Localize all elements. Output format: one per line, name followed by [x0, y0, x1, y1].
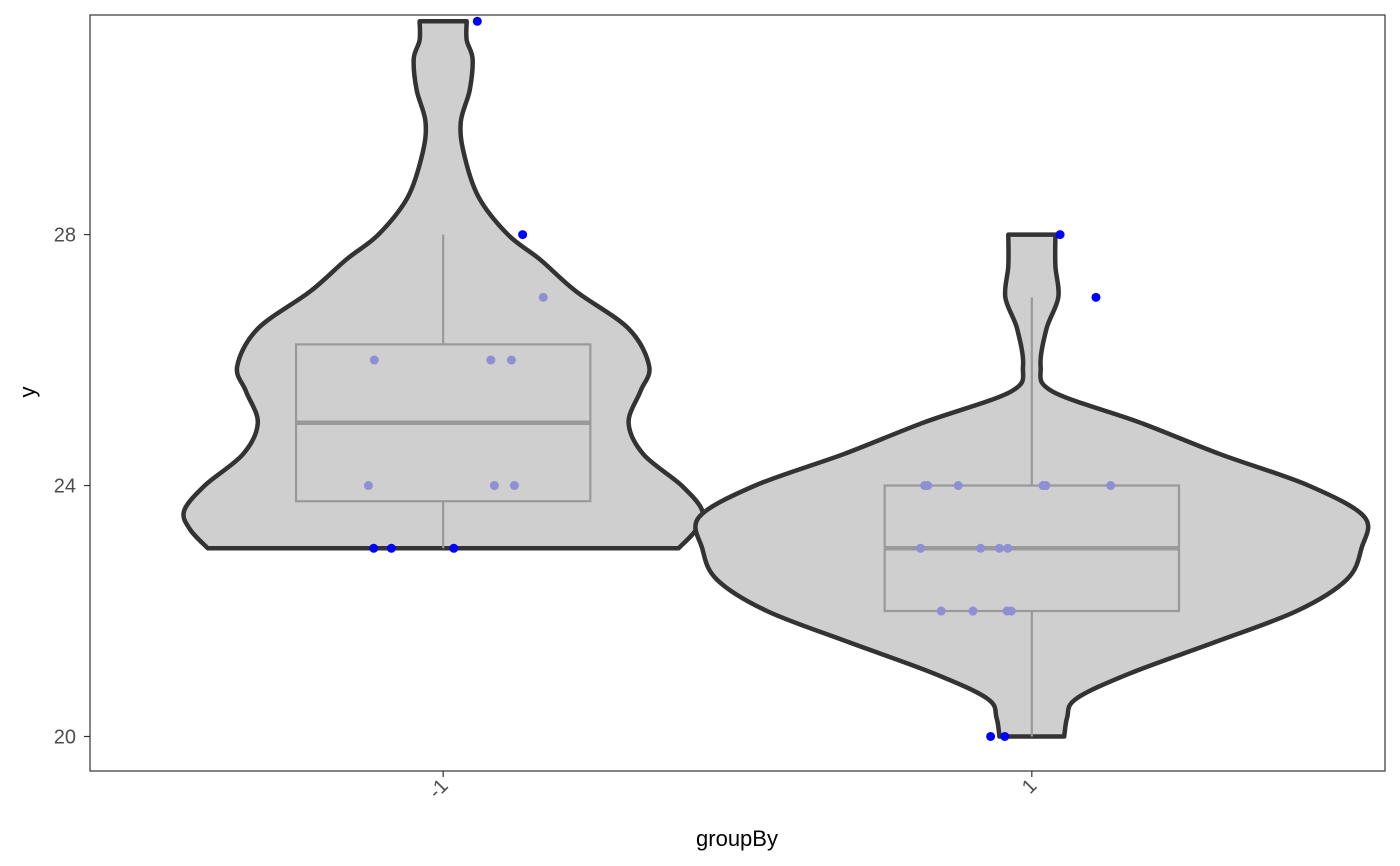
- data-point-group-1-3: [449, 543, 459, 553]
- data-point-group-2-3: [936, 606, 946, 616]
- data-point-group-2-16: [1106, 481, 1116, 491]
- data-point-group-2-4: [968, 606, 978, 616]
- data-point-group-2-1: [986, 731, 996, 741]
- data-point-group-2-15: [1041, 481, 1051, 491]
- data-point-group-2-17: [1091, 292, 1101, 302]
- x-axis-title: groupBy: [696, 826, 778, 851]
- points-layer: [363, 16, 1116, 741]
- data-point-group-1-8: [486, 355, 496, 365]
- data-point-group-2-6: [1006, 606, 1016, 616]
- data-point-group-1-12: [472, 16, 482, 26]
- data-point-group-2-12: [923, 481, 933, 491]
- y-tick-label-28: 28: [54, 225, 76, 247]
- data-point-group-2-7: [916, 543, 926, 553]
- data-point-group-1-5: [489, 481, 499, 491]
- data-point-group-1-1: [369, 543, 379, 553]
- x-tick-label-2: 1: [1018, 775, 1041, 798]
- data-point-group-1-4: [363, 481, 373, 491]
- data-point-group-1-7: [369, 355, 379, 365]
- data-point-group-2-2: [1000, 731, 1010, 741]
- y-axis: 20 24 28: [54, 225, 90, 748]
- y-tick-label-20: 20: [54, 726, 76, 748]
- data-point-group-1-10: [538, 292, 548, 302]
- y-axis-title: y: [15, 387, 40, 398]
- data-point-group-1-9: [506, 355, 516, 365]
- data-point-group-1-6: [509, 481, 519, 491]
- x-tick-label-1: -1: [425, 775, 453, 803]
- data-point-group-2-18: [1055, 230, 1065, 240]
- x-axis: -1 1: [425, 771, 1041, 803]
- boxplots-layer: [294, 234, 1181, 737]
- panel-border: [89, 14, 1386, 772]
- data-point-group-1-2: [386, 543, 396, 553]
- data-point-group-2-13: [953, 481, 963, 491]
- data-point-group-2-8: [976, 543, 986, 553]
- y-tick-label-24: 24: [54, 476, 76, 498]
- data-point-group-2-10: [1003, 543, 1013, 553]
- data-point-group-1-11: [518, 230, 528, 240]
- data-point-group-2-9: [994, 543, 1004, 553]
